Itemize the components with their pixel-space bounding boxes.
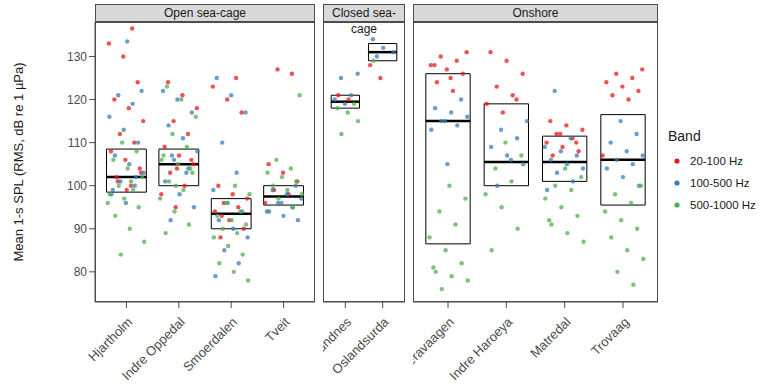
- svg-text:Hjartholm: Hjartholm: [85, 314, 135, 364]
- svg-text:110: 110: [68, 136, 87, 150]
- html-text:Band: Band: [668, 128, 701, 144]
- svg-text:100: 100: [67, 179, 87, 193]
- svg-text:Matredal: Matredal: [527, 314, 573, 360]
- svg-text:Tveit: Tveit: [262, 314, 293, 345]
- svg-text:120: 120: [67, 93, 87, 107]
- svg-text:130: 130: [67, 50, 87, 64]
- svg-text:Oslandsurda: Oslandsurda: [329, 314, 392, 377]
- svg-text:90: 90: [74, 222, 88, 236]
- svg-text:80: 80: [74, 265, 88, 279]
- html-text:500-1000 Hz: 500-1000 Hz: [690, 199, 756, 211]
- html-text:100-500 Hz: 100-500 Hz: [690, 177, 750, 189]
- svg-text:Smoerdalen: Smoerdalen: [180, 314, 240, 374]
- html-text:Onshore: Onshore: [512, 6, 559, 20]
- svg-text:Indre Haroeya: Indre Haroeya: [446, 314, 515, 382]
- html-text:Closed sea-cage: Closed sea-cage: [332, 6, 396, 36]
- html-text:Open sea-cage: Open sea-cage: [164, 6, 246, 20]
- html-text:20-100 Hz: 20-100 Hz: [690, 155, 744, 167]
- svg-text:Trovaag: Trovaag: [588, 314, 632, 358]
- svg-text:Indre Oppedal: Indre Oppedal: [119, 314, 188, 382]
- svg-text:Mean 1-s SPL (RMS, dB re 1 µPa: Mean 1-s SPL (RMS, dB re 1 µPa): [11, 62, 26, 261]
